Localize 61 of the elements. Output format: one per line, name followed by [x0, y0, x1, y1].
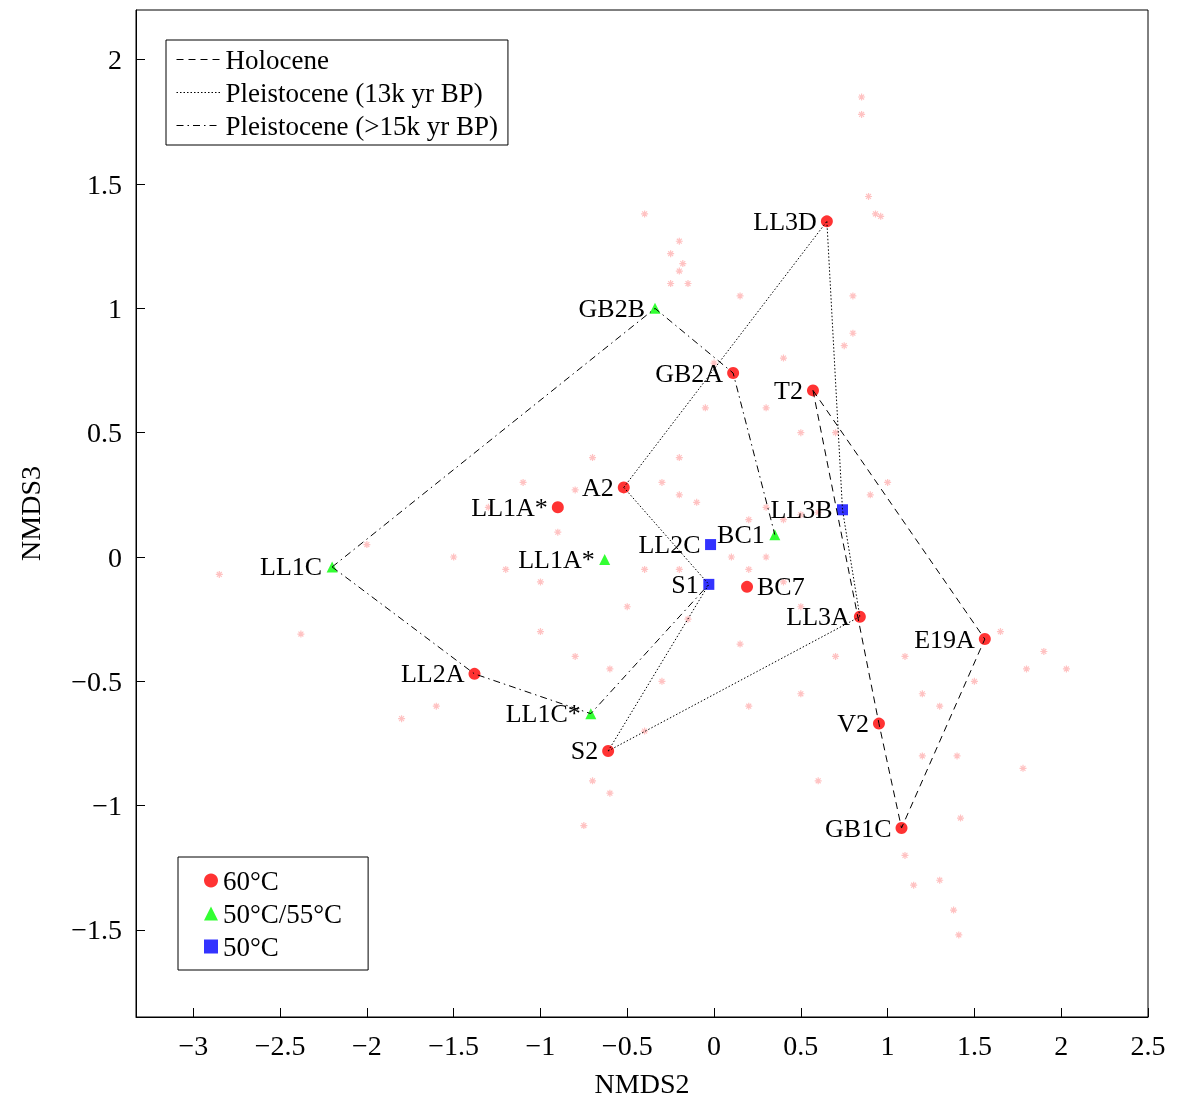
annotation: LL1C*	[505, 699, 581, 729]
point	[602, 744, 615, 757]
annotation: LL1A*	[518, 545, 595, 574]
point	[741, 580, 754, 593]
legend-label: Pleistocene (>15k yr BP)	[225, 110, 498, 141]
y-tick-label: −1	[92, 790, 122, 822]
annotation: LL3D	[753, 206, 817, 236]
y-axis-title: NMDS3	[14, 466, 46, 561]
point	[468, 667, 481, 680]
annotation: LL2C	[638, 530, 701, 560]
point	[551, 501, 564, 514]
y-tick-label: −1.5	[71, 914, 122, 946]
annotation: GB1C	[825, 813, 892, 843]
legend-label: 50°C/55°C	[223, 898, 343, 929]
x-axis-title: NMDS2	[594, 1067, 690, 1099]
x-tick-label: −2	[351, 1029, 382, 1061]
legend-label: 60°C	[223, 865, 279, 896]
x-tick-label: −1.5	[428, 1029, 480, 1061]
y-tick-label: 1	[108, 292, 122, 324]
x-tick-label: −3	[178, 1029, 209, 1061]
x-tick-label: 2.5	[1130, 1029, 1166, 1061]
annotation: BC1	[717, 520, 765, 550]
x-tick-label: 0	[707, 1029, 722, 1061]
x-tick-label: −0.5	[601, 1029, 653, 1061]
point	[617, 481, 630, 494]
x-tick-label: 1	[880, 1029, 895, 1061]
annotation: V2	[837, 709, 869, 739]
x-tick-label: −2.5	[254, 1029, 306, 1061]
legend-label: Holocene	[225, 44, 329, 75]
y-tick-label: 0.5	[87, 417, 122, 449]
annotation: S2	[570, 736, 599, 766]
annotation: GB2A	[655, 358, 724, 388]
annotation: A2	[581, 472, 614, 502]
y-tick-label: 1.5	[87, 168, 122, 200]
annotation: LL3B	[770, 495, 833, 525]
y-tick-label: −0.5	[71, 665, 122, 697]
point	[836, 504, 848, 516]
annotation: LL1C	[260, 552, 323, 582]
x-tick-label: 1.5	[956, 1029, 992, 1061]
x-tick-label: 0.5	[783, 1029, 819, 1061]
annotation: E19A	[914, 624, 976, 654]
y-tick-label: 2	[108, 44, 122, 76]
x-tick-label: −1	[525, 1029, 556, 1061]
x-tick-label: 2	[1054, 1029, 1069, 1061]
annotation: S1	[671, 569, 699, 599]
annotation: T2	[774, 375, 803, 405]
point	[978, 633, 991, 646]
y-tick-label: 0	[108, 541, 122, 573]
legend-label: Pleistocene (13k yr BP)	[225, 77, 483, 108]
point	[820, 215, 833, 228]
annotation: BC7	[757, 572, 805, 602]
point	[872, 717, 885, 730]
point	[599, 554, 611, 565]
point	[705, 539, 717, 551]
point	[727, 367, 740, 380]
legend-label: 50°C	[223, 931, 279, 962]
point	[703, 578, 715, 590]
annotation: LL1A*	[471, 492, 548, 522]
annotation: LL2A	[400, 659, 465, 689]
annotation: GB2B	[578, 293, 646, 323]
annotation: LL3A	[786, 602, 851, 632]
